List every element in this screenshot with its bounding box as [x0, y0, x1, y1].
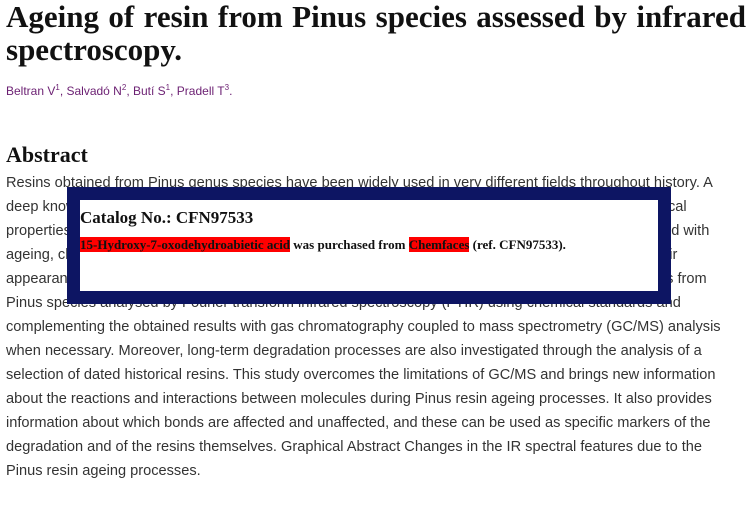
catalog-number: Catalog No.: CFN97533	[80, 208, 254, 227]
paper-title: Ageing of resin from Pinus species asses…	[6, 0, 746, 67]
abstract-heading: Abstract	[6, 142, 88, 167]
author-name[interactable]: Salvadó N2	[66, 83, 127, 98]
purchase-middle-text: was purchased from	[290, 237, 409, 252]
supplier-name-highlight: Chemfaces	[408, 237, 470, 252]
catalog-overlay-box: Catalog No.: CFN97533 15-Hydroxy-7-oxode…	[67, 187, 671, 304]
purchase-tail-text: (ref. CFN97533).	[469, 237, 566, 252]
author-name[interactable]: Beltran V1	[6, 83, 60, 98]
compound-name-highlight: 15-Hydroxy-7-oxodehydroabietic acid	[80, 237, 291, 252]
purchase-statement: 15-Hydroxy-7-oxodehydroabietic acid was …	[80, 235, 658, 254]
author-name[interactable]: Pradell T3	[176, 83, 230, 98]
author-name[interactable]: Butí S1	[132, 83, 171, 98]
author-list: Beltran V1, Salvadó N2, Butí S1, Pradell…	[6, 83, 233, 98]
